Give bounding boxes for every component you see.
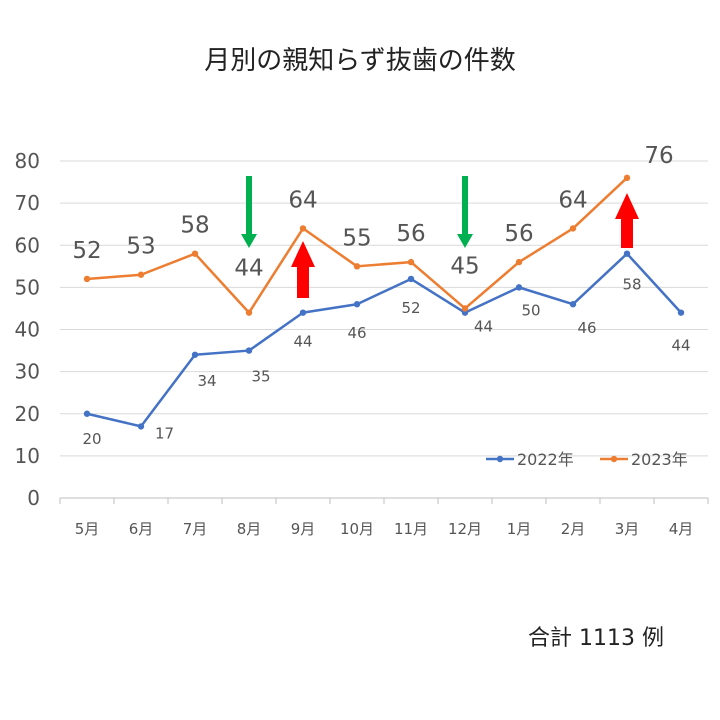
data-point	[515, 258, 523, 266]
data-point	[245, 347, 253, 354]
data-point	[299, 309, 307, 316]
y-tick-label: 50	[15, 275, 40, 299]
data-label-2023: 53	[126, 234, 155, 260]
data-label-2023: 45	[450, 253, 479, 279]
data-point	[515, 284, 523, 291]
x-tick-label: 4月	[669, 520, 694, 538]
data-point	[461, 305, 469, 312]
grid-layer	[60, 160, 708, 499]
data-label-2022: 17	[155, 424, 174, 442]
y-tick-label: 70	[15, 191, 40, 215]
legend: 2022年 2023年	[486, 450, 688, 469]
data-label-2022: 46	[577, 319, 596, 337]
data-label-2022: 44	[474, 318, 493, 336]
data-point	[353, 263, 361, 270]
data-label-2022: 34	[197, 372, 216, 390]
x-tick-label: 5月	[75, 520, 100, 538]
down-arrow-icon	[241, 176, 257, 248]
x-tick-label: 11月	[394, 520, 428, 538]
data-point	[83, 275, 91, 283]
legend-label: 2022年	[517, 450, 574, 469]
data-point	[353, 301, 361, 308]
series-layer	[83, 174, 685, 430]
y-tick-label: 0	[27, 486, 40, 510]
y-tick-label: 30	[15, 360, 40, 384]
axis-layer: 0 10 20 30 40 50 60 70 80 5月 6月 7月 8月 9月 10月 11月 12月 1月 2月…	[15, 149, 709, 538]
up-arrow-icon	[291, 241, 315, 298]
y-tick-label: 10	[15, 444, 40, 468]
data-point	[299, 225, 307, 232]
data-label-2023: 55	[342, 225, 371, 251]
data-label-2023: 56	[396, 221, 425, 247]
data-point	[569, 301, 577, 308]
data-label-2022: 50	[521, 301, 540, 319]
x-tick-label: 7月	[183, 520, 208, 538]
data-point	[407, 258, 415, 266]
x-tick-label: 2月	[561, 520, 586, 538]
label-layer: 20 17 34 35 44 46 52 44 50 46 58 44 52 53 58 44 64 55 56 45…	[72, 143, 690, 448]
x-tick-label: 9月	[291, 520, 316, 538]
data-label-2023: 58	[180, 213, 209, 239]
data-label-2023: 52	[72, 238, 101, 264]
series-line-0	[86, 252, 682, 428]
arrow-layer	[241, 176, 639, 298]
data-label-2023: 64	[558, 187, 587, 213]
data-label-2022: 20	[82, 430, 101, 448]
chart-title: 月別の親知らず抜歯の件数	[204, 46, 516, 76]
legend-label: 2023年	[631, 450, 688, 469]
data-label-2022: 35	[251, 368, 270, 386]
data-point	[191, 351, 199, 358]
data-point	[83, 410, 91, 417]
up-arrow-icon	[615, 193, 639, 248]
data-label-2023: 76	[644, 143, 673, 169]
data-label-2022: 52	[401, 299, 420, 317]
total-count-note: 合計 1113 例	[528, 626, 664, 651]
data-point	[623, 250, 631, 257]
data-point	[623, 174, 631, 182]
y-tick-label: 20	[15, 402, 40, 426]
data-point	[407, 275, 415, 283]
y-tick-label: 80	[15, 149, 40, 173]
legend-marker	[610, 455, 618, 463]
data-label-2023: 44	[234, 256, 263, 282]
data-point	[137, 423, 145, 430]
x-tick-label: 3月	[615, 520, 640, 538]
data-point	[191, 250, 199, 257]
data-label-2022: 44	[671, 337, 690, 355]
data-label-2022: 46	[347, 324, 366, 342]
data-point	[245, 309, 253, 316]
data-point	[677, 309, 685, 316]
x-tick-label: 1月	[507, 520, 532, 538]
x-tick-label: 12月	[448, 520, 482, 538]
data-point	[137, 271, 145, 278]
legend-marker	[496, 455, 504, 463]
y-tick-label: 60	[15, 233, 40, 257]
x-tick-label: 6月	[129, 520, 154, 538]
x-tick-label: 8月	[237, 520, 262, 538]
data-label-2022: 58	[622, 276, 641, 294]
down-arrow-icon	[457, 176, 473, 248]
y-tick-label: 40	[15, 318, 40, 342]
data-point	[569, 225, 577, 232]
data-label-2022: 44	[293, 333, 312, 351]
x-tick-label: 10月	[340, 520, 374, 538]
data-label-2023: 56	[504, 221, 533, 247]
data-label-2023: 64	[288, 187, 317, 213]
